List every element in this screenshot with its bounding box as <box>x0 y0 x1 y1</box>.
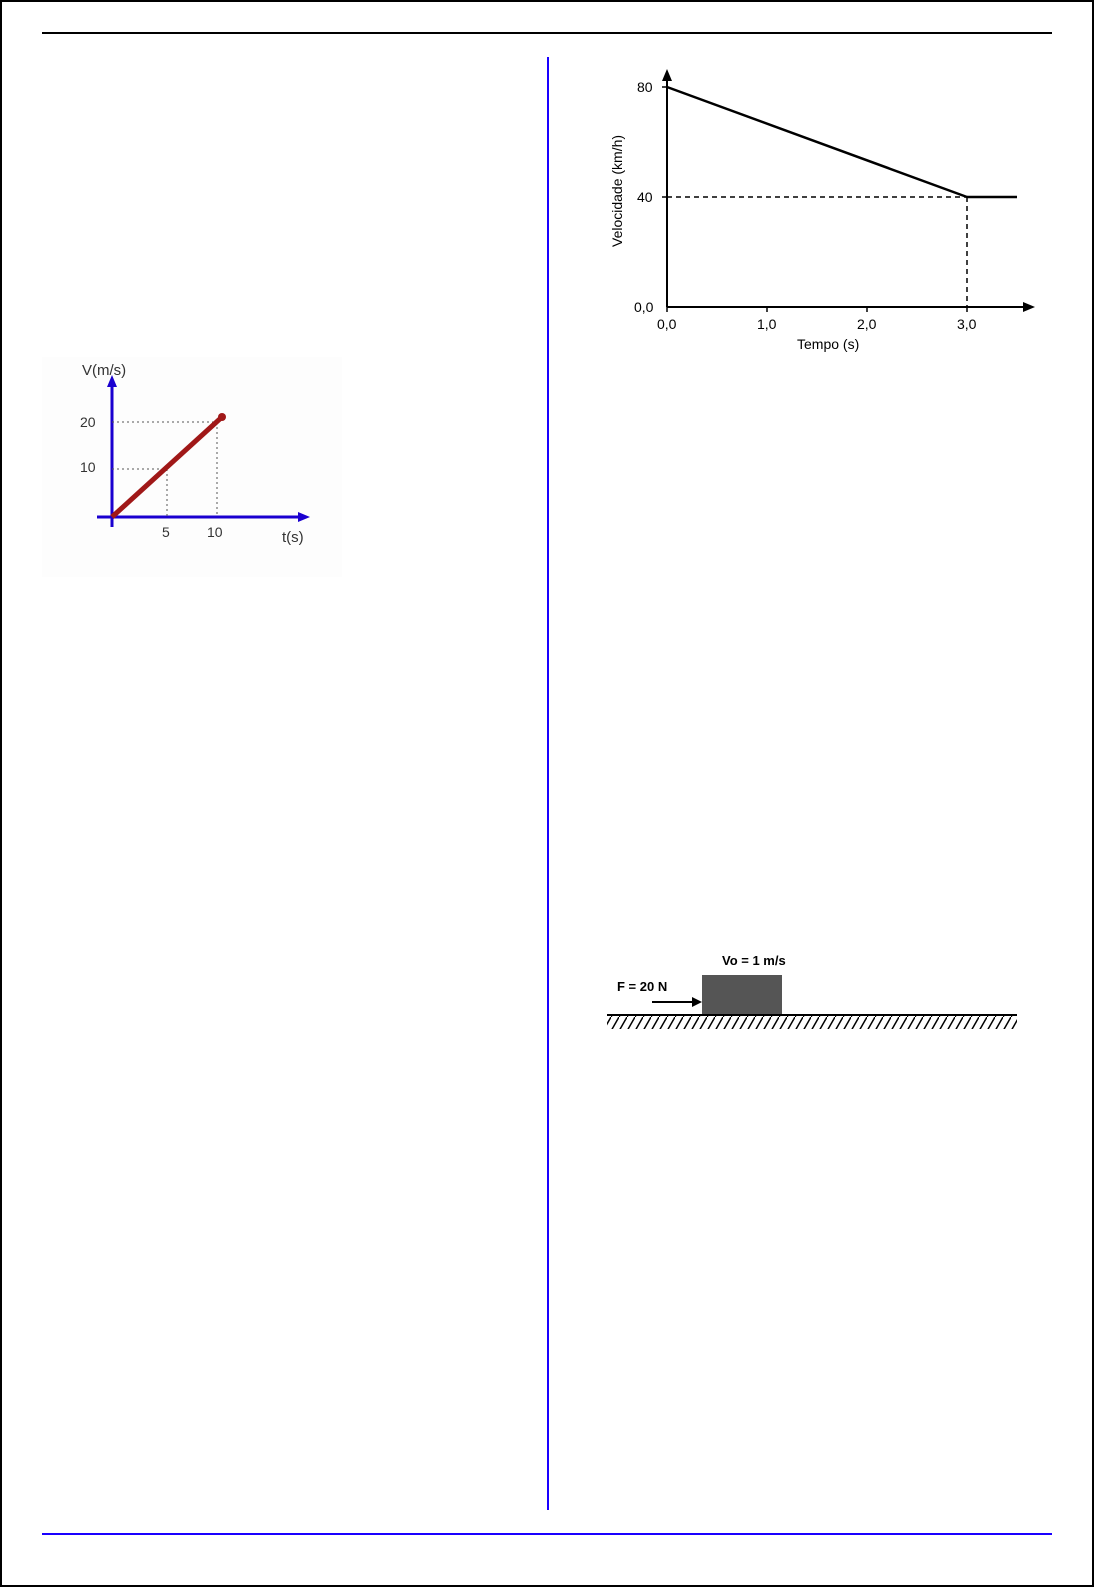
force-arrow <box>692 997 702 1007</box>
x-tick-2: 2,0 <box>857 316 877 332</box>
velocity-time-chart: V(m/s) 20 10 5 10 <box>42 357 342 577</box>
x-tick-1: 1,0 <box>757 316 777 332</box>
chart-svg: V(m/s) 20 10 5 10 <box>42 357 342 577</box>
x-tick-0: 0,0 <box>657 316 677 332</box>
velocity-label: Vo = 1 m/s <box>722 953 786 968</box>
y-tick-10: 10 <box>80 459 96 475</box>
y-axis-label: V(m/s) <box>82 362 126 379</box>
y-axis-label: Velocidade (km/h) <box>609 135 625 247</box>
y-tick-40: 40 <box>637 189 653 205</box>
y-tick-20: 20 <box>80 414 96 430</box>
x-tick-5: 5 <box>162 524 170 540</box>
y-tick-80: 80 <box>637 79 653 95</box>
right-column: Velocidade (km/h) 80 40 0,0 0,0 <box>567 57 1052 1510</box>
diagram-svg: Vo = 1 m/s F = 20 N <box>587 947 1027 1057</box>
chart-svg: Velocidade (km/h) 80 40 0,0 0,0 <box>587 57 1047 357</box>
y-tick-0: 0,0 <box>634 299 654 315</box>
column-divider <box>547 57 549 1510</box>
deceleration-chart: Velocidade (km/h) 80 40 0,0 0,0 <box>587 57 1047 357</box>
x-axis-label: t(s) <box>282 529 304 546</box>
x-axis-label: Tempo (s) <box>797 336 859 352</box>
columns: V(m/s) 20 10 5 10 <box>42 57 1052 1510</box>
block <box>702 975 782 1015</box>
block-force-diagram: Vo = 1 m/s F = 20 N <box>587 947 1027 1057</box>
series-decel <box>667 87 967 197</box>
bottom-rule <box>42 1533 1052 1535</box>
page: V(m/s) 20 10 5 10 <box>0 0 1094 1587</box>
x-tick-3: 3,0 <box>957 316 977 332</box>
left-column: V(m/s) 20 10 5 10 <box>42 57 527 1510</box>
ground-hatch <box>607 1015 1017 1029</box>
top-rule <box>42 32 1052 34</box>
force-label: F = 20 N <box>617 979 667 994</box>
x-tick-10: 10 <box>207 524 223 540</box>
